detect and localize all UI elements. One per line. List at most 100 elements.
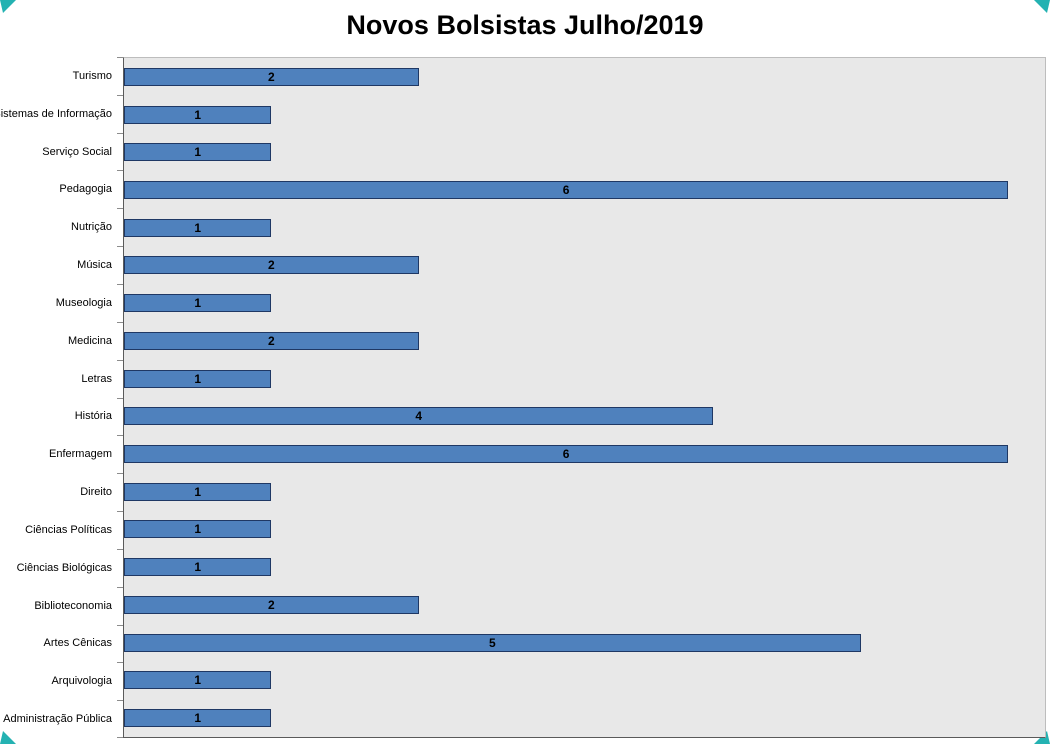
category-label: Sistemas de Informação [0, 107, 112, 120]
axis-tick [117, 246, 123, 248]
category-label: Turismo [72, 69, 112, 82]
data-label: 1 [194, 711, 202, 726]
bar [124, 181, 1009, 200]
category-label: Letras [81, 372, 112, 385]
bar-row: 2 [124, 58, 1045, 96]
axis-tick [117, 624, 123, 626]
bar [124, 520, 272, 539]
axis-tick [117, 208, 123, 210]
data-label: 1 [194, 107, 202, 122]
axis-tick [117, 700, 123, 702]
data-label: 1 [194, 522, 202, 537]
axis-tick [117, 132, 123, 134]
category-label: Biblioteconomia [34, 599, 112, 612]
category-label: Nutrição [71, 221, 112, 234]
data-label: 1 [194, 145, 202, 160]
bar-row: 1 [124, 133, 1045, 171]
category-label: Música [77, 259, 112, 272]
category-label: Museologia [55, 296, 112, 309]
bar [124, 294, 272, 313]
category-label: Medicina [67, 334, 112, 347]
axis-tick [117, 586, 123, 588]
bar-row: 1 [124, 209, 1045, 247]
axis-tick [117, 170, 123, 172]
axis-tick [117, 57, 123, 58]
bar [124, 633, 861, 652]
bar [124, 331, 419, 350]
bar-row: 6 [124, 171, 1045, 209]
bar-row: 1 [124, 473, 1045, 511]
bar-row: 1 [124, 699, 1045, 737]
bar [124, 482, 272, 501]
bar [124, 671, 272, 690]
axis-tick [117, 473, 123, 475]
data-label: 2 [268, 597, 275, 612]
bar [124, 407, 714, 426]
category-label: História [74, 410, 112, 423]
axis-tick [117, 662, 123, 664]
category-label: Ciências Políticas [25, 523, 112, 536]
bar [124, 558, 272, 577]
corner-handle-bottom-left [0, 728, 16, 744]
bar-row: 1 [124, 548, 1045, 586]
y-axis-labels: Turismo Sistemas de Informação Serviço Soc… [0, 57, 118, 738]
data-label: 1 [194, 220, 202, 235]
data-label: 6 [562, 447, 570, 462]
bar [124, 143, 272, 162]
bar [124, 445, 1009, 464]
bar-row: 2 [124, 247, 1045, 285]
bar [124, 256, 419, 275]
category-label: Direito [80, 486, 112, 499]
category-label: Artes Cênicas [43, 637, 112, 650]
data-label: 1 [194, 560, 202, 575]
data-label: 2 [268, 69, 275, 84]
bar-row: 5 [124, 624, 1045, 662]
category-label: Serviço Social [42, 145, 112, 158]
bar [124, 709, 272, 728]
corner-handle-top-right [1034, 0, 1050, 16]
axis-tick [117, 548, 123, 550]
bar [124, 369, 272, 388]
bar-row: 1 [124, 511, 1045, 549]
bar-row: 2 [124, 322, 1045, 360]
bar-row: 1 [124, 96, 1045, 134]
data-label: 5 [489, 635, 496, 650]
axis-tick [117, 94, 123, 96]
bar-row: 6 [124, 435, 1045, 473]
bar-row: 2 [124, 586, 1045, 624]
data-label: 2 [268, 258, 275, 273]
bar-row: 1 [124, 360, 1045, 398]
data-label: 4 [415, 409, 423, 424]
axis-tick [117, 510, 123, 512]
bar [124, 105, 272, 124]
y-axis-ticks [117, 57, 123, 738]
category-label: Enfermagem [49, 448, 112, 461]
category-label: Pedagogia [59, 183, 112, 196]
axis-tick [117, 321, 123, 323]
data-label: 6 [562, 183, 570, 198]
bar [124, 218, 272, 237]
bar-row: 1 [124, 662, 1045, 700]
corner-handle-top-left [0, 0, 16, 16]
axis-tick [117, 397, 123, 399]
data-label: 2 [268, 333, 275, 348]
axis-tick [117, 359, 123, 361]
data-label: 1 [194, 371, 202, 386]
category-label: Arquivologia [51, 675, 112, 688]
chart-title: Novos Bolsistas Julho/2019 [346, 10, 704, 40]
bar-row: 4 [124, 397, 1045, 435]
axis-tick [117, 283, 123, 285]
axis-tick [117, 435, 123, 437]
bar [124, 67, 419, 86]
category-label: Ciências Biológicas [16, 561, 112, 574]
data-label: 1 [194, 296, 202, 311]
bar [124, 595, 419, 614]
data-label: 1 [194, 484, 202, 499]
data-label: 1 [194, 673, 202, 688]
bar-row: 1 [124, 284, 1045, 322]
category-label: Administração Pública [3, 712, 112, 725]
axis-tick [117, 737, 123, 738]
